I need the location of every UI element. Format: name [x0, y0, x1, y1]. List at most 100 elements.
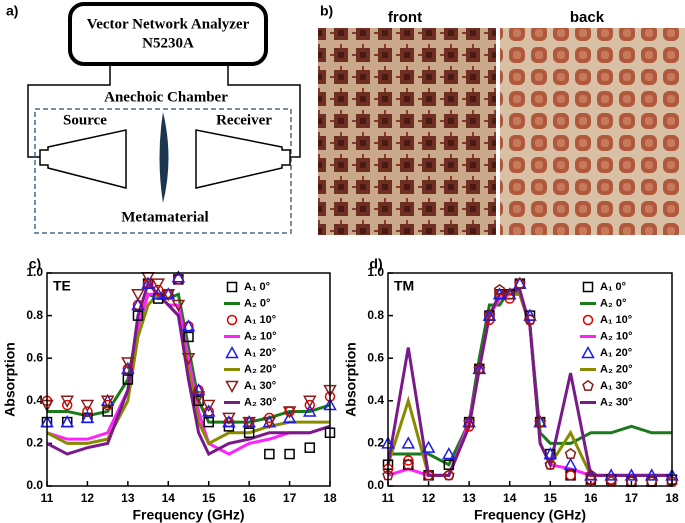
panel-label: b): [320, 3, 333, 19]
x-tick-label: 16: [242, 491, 256, 505]
legend-label: A₂ 20°: [600, 363, 633, 375]
marker: [121, 357, 135, 370]
panel-label: a): [6, 3, 18, 19]
back-photo: [500, 28, 685, 235]
series-line: [46, 292, 330, 446]
y-tick-label: 1.0: [367, 265, 384, 279]
series-line: [46, 280, 331, 457]
x-axis-label: Frequency (GHz): [474, 507, 586, 523]
marker: [421, 440, 436, 453]
marker: [624, 468, 639, 481]
legend-label: A₂ 0°: [244, 297, 270, 309]
marker: [60, 395, 74, 408]
legend-label: A₁ 10°: [600, 314, 632, 326]
x-tick-label: 15: [544, 491, 558, 505]
chamber-box: [34, 108, 292, 234]
legend-swatch: [226, 281, 238, 293]
photo-label: front: [388, 9, 422, 26]
y-tick-label: 0.0: [367, 478, 384, 492]
y-tick-label: 0.2: [26, 436, 43, 450]
x-tick-label: 12: [422, 491, 436, 505]
marker: [181, 319, 196, 332]
marker: [121, 361, 135, 375]
setup-diagram: a) Vector Network Analyzer N5230A Anecho…: [6, 2, 301, 234]
charts: c) 0.0 0.2 0.4 0.6 0.8 1.0 11 12 13 14 15 16 17 18 Freq…: [2, 256, 679, 523]
marker: [80, 399, 95, 413]
marker: [141, 276, 155, 289]
marker: [503, 288, 516, 300]
source-label: Source: [63, 112, 107, 128]
x-axis-label: Frequency (GHz): [132, 507, 244, 523]
marker: [61, 399, 73, 411]
marker: [442, 446, 456, 460]
marker: [191, 391, 206, 404]
marker: [644, 468, 659, 481]
marker: [443, 459, 455, 470]
front-photo: [318, 28, 496, 235]
marker: [544, 458, 557, 470]
marker: [565, 470, 576, 481]
marker: [304, 399, 316, 411]
legend-label: A₂ 10°: [244, 330, 277, 342]
annotation: TE: [53, 278, 71, 294]
legend-swatch: [582, 379, 594, 391]
marker: [191, 383, 206, 396]
marker: [80, 410, 95, 424]
photo-label: back: [570, 9, 605, 26]
marker: [161, 289, 176, 302]
photos: b) front back: [318, 3, 685, 235]
marker: [483, 309, 496, 321]
plot-frame: [46, 272, 331, 487]
marker: [203, 416, 214, 428]
y-tick-label: 0.0: [26, 478, 43, 492]
source-horn: [39, 129, 127, 189]
marker: [132, 310, 144, 321]
x-tick-label: 18: [323, 491, 337, 505]
marker: [523, 308, 537, 321]
x-tick-label: 13: [462, 491, 476, 505]
legend-label: A₂ 0°: [600, 297, 626, 309]
y-tick-label: 0.4: [26, 393, 43, 407]
analyzer-label: Vector Network Analyzer: [87, 16, 250, 32]
legend-label: A₁ 10°: [244, 314, 276, 326]
y-tick-label: 0.6: [26, 350, 43, 364]
marker: [262, 416, 277, 430]
marker: [82, 406, 93, 417]
marker: [303, 395, 317, 408]
x-tick-label: 13: [121, 491, 135, 505]
legend-swatch: [225, 345, 239, 359]
marker: [131, 297, 145, 311]
legend-swatch: [226, 314, 238, 326]
chamber-label: Anechoic Chamber: [104, 89, 228, 105]
legend-label: A₁ 20°: [600, 347, 632, 359]
legend-label: A₁ 20°: [244, 347, 276, 359]
x-tick-label: 15: [202, 491, 216, 505]
marker: [401, 436, 416, 449]
x-tick-label: 16: [584, 491, 598, 505]
receiver-horn: [195, 129, 291, 189]
x-tick-label: 11: [382, 491, 395, 505]
marker: [131, 289, 145, 302]
marker: [303, 404, 317, 417]
marker: [443, 469, 455, 481]
y-tick-label: 0.8: [367, 308, 384, 322]
marker: [222, 412, 236, 425]
legend-swatch: [582, 314, 594, 326]
series-line: [46, 292, 331, 456]
y-tick-label: 1.0: [26, 265, 43, 279]
marker: [264, 448, 275, 460]
marker: [304, 442, 316, 453]
marker: [585, 469, 597, 481]
x-tick-label: 18: [665, 491, 679, 505]
analyzer-model: N5230A: [142, 35, 194, 51]
marker: [514, 277, 526, 289]
legend-swatch: [582, 281, 594, 293]
marker: [60, 415, 74, 428]
marker: [183, 331, 194, 343]
y-tick-label: 0.2: [367, 436, 384, 450]
y-axis-label: Absorption: [2, 342, 18, 417]
x-tick-label: 17: [283, 491, 297, 505]
x-tick-label: 14: [162, 491, 176, 505]
x-tick-label: 17: [625, 491, 639, 505]
legend-label: A₁ 0°: [600, 281, 626, 293]
